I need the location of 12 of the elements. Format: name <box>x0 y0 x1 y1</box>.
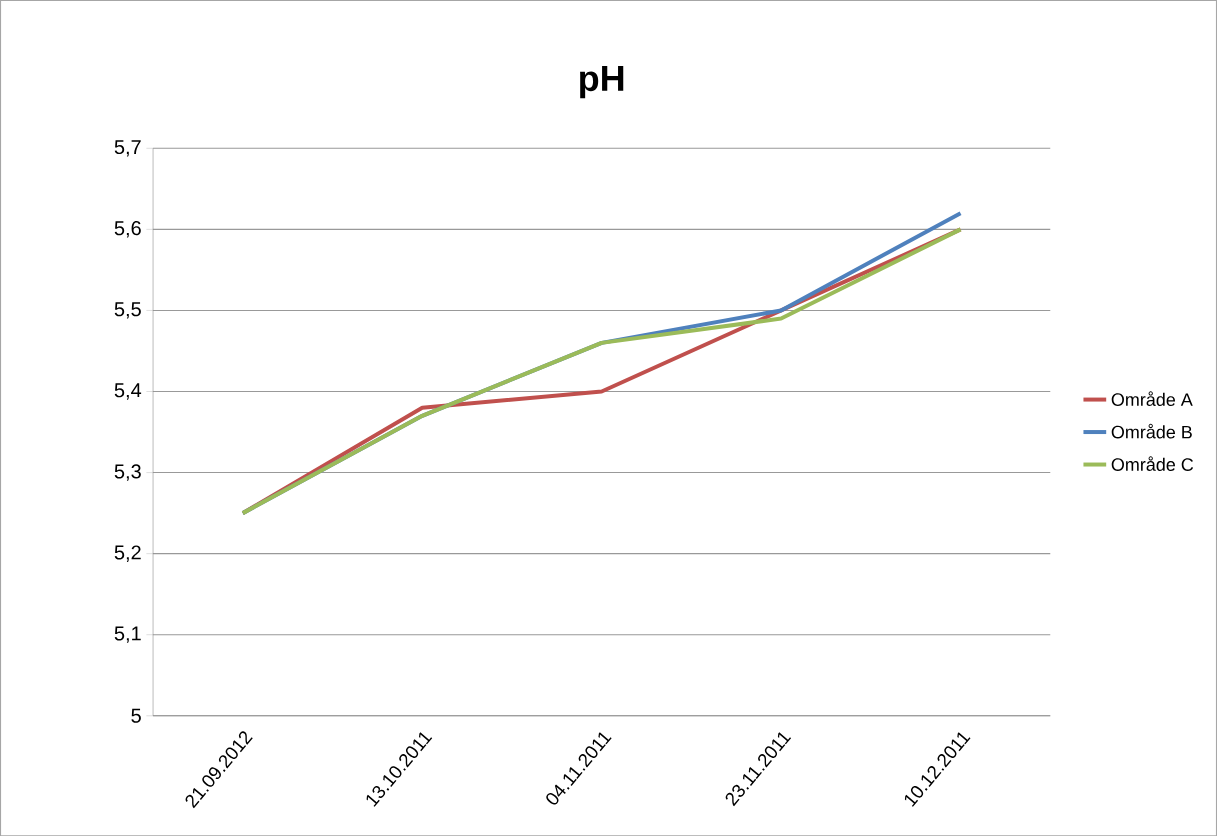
y-tick-label: 5,7 <box>114 139 141 157</box>
y-tick-label: 5 <box>131 708 141 723</box>
y-tick-label: 5,3 <box>114 464 141 481</box>
y-tick-label: 5,4 <box>114 383 142 400</box>
legend-label: Område C <box>1111 456 1194 471</box>
y-tick-label: 5,6 <box>114 220 141 238</box>
legend-label: Område B <box>1111 423 1192 439</box>
legend-label: Område A <box>1111 391 1193 406</box>
chart-title: pH <box>580 65 624 99</box>
y-tick-label: 5,1 <box>114 626 141 643</box>
y-tick-label: 5,2 <box>114 545 141 562</box>
y-tick-label: 5,5 <box>114 302 141 319</box>
